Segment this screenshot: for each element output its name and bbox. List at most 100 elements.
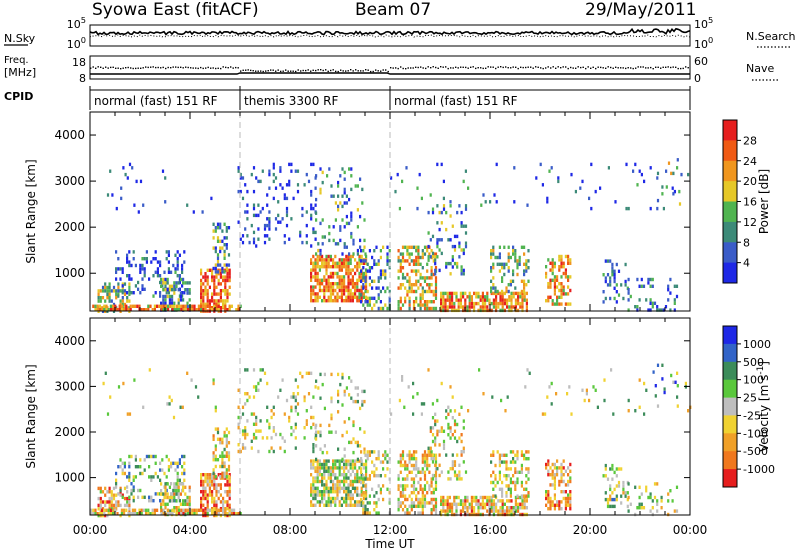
freq-point	[165, 67, 167, 70]
echo-cell	[213, 289, 216, 293]
freq-point	[632, 67, 634, 70]
echo-cell	[460, 433, 463, 437]
echo-cell	[458, 463, 461, 467]
echo-cell	[147, 508, 150, 512]
echo-cell	[319, 248, 322, 253]
echo-cell	[567, 483, 570, 487]
echo-cell	[341, 194, 344, 198]
echo-cell	[310, 292, 313, 296]
echo-cell	[428, 487, 431, 491]
echo-cell	[512, 506, 515, 510]
echo-cell	[491, 395, 494, 399]
echo-cell	[112, 512, 115, 516]
echo-cell	[446, 298, 449, 302]
echo-cell	[112, 496, 116, 501]
echo-cell	[219, 299, 222, 303]
echo-cell	[310, 371, 313, 375]
echo-cell	[399, 262, 402, 266]
echo-cell	[241, 240, 245, 245]
echo-cell	[606, 477, 610, 481]
echo-cell	[325, 271, 328, 276]
echo-cell	[223, 434, 226, 438]
echo-cell	[503, 272, 506, 277]
echo-cell	[186, 308, 189, 312]
echo-cell	[217, 483, 220, 487]
colorbar-segment	[723, 221, 737, 243]
echo-cell	[206, 476, 209, 480]
echo-cell	[514, 470, 517, 474]
echo-cell	[569, 479, 572, 484]
echo-cell	[153, 512, 156, 516]
echo-cell	[165, 257, 168, 261]
freq-point	[665, 66, 667, 68]
echo-cell	[569, 496, 572, 501]
echo-cell	[221, 437, 224, 441]
echo-cell	[338, 500, 341, 504]
freq-point	[480, 67, 482, 69]
echo-cell	[131, 508, 134, 512]
echo-cell	[470, 506, 473, 510]
echo-cell	[556, 466, 559, 470]
echo-cell	[430, 484, 433, 488]
echo-cell	[488, 298, 491, 302]
freq-point	[410, 67, 412, 69]
freq-point	[470, 66, 472, 68]
echo-cell	[332, 466, 335, 470]
echo-cell	[558, 258, 561, 262]
echo-cell	[316, 493, 319, 497]
echo-cell	[451, 502, 454, 506]
echo-cell	[503, 301, 506, 306]
echo-cell	[224, 302, 227, 306]
echo-cell	[412, 259, 416, 263]
echo-cell	[444, 499, 447, 503]
echo-cell	[451, 460, 454, 464]
echo-cell	[182, 512, 185, 516]
colorbar-tick-label: 24	[743, 155, 757, 168]
echo-cell	[421, 501, 424, 505]
echo-cell	[354, 440, 357, 445]
echo-cell	[206, 483, 209, 487]
echo-cell	[410, 259, 413, 263]
echo-cell	[193, 308, 196, 312]
echo-cell	[486, 305, 489, 309]
echo-cell	[611, 266, 614, 270]
echo-cell	[345, 194, 348, 198]
echo-cell	[332, 225, 335, 229]
echo-cell	[334, 473, 337, 477]
echo-cell	[549, 261, 552, 265]
echo-cell	[446, 308, 449, 313]
echo-cell	[418, 172, 421, 177]
echo-cell	[514, 453, 517, 457]
echo-cell	[553, 278, 556, 282]
echo-cell	[110, 490, 113, 494]
echo-cell	[509, 491, 512, 495]
echo-cell	[613, 504, 616, 509]
echo-cell	[647, 308, 650, 312]
echo-cell	[164, 298, 167, 302]
echo-cell	[316, 479, 319, 484]
echo-cell	[312, 292, 315, 296]
echo-cell	[139, 270, 142, 274]
freq-point	[377, 70, 379, 72]
echo-cell	[404, 504, 407, 508]
echo-cell	[352, 252, 355, 256]
echo-cell	[139, 291, 142, 295]
echo-cell	[428, 484, 431, 488]
echo-cell	[154, 492, 157, 496]
echo-cell	[341, 204, 344, 209]
echo-cell	[237, 189, 240, 194]
echo-cell	[132, 485, 135, 489]
echo-cell	[404, 477, 407, 481]
echo-cell	[651, 506, 654, 510]
echo-cell	[358, 493, 361, 497]
echo-cell	[328, 238, 331, 243]
echo-cell	[206, 493, 209, 497]
echo-cell	[455, 495, 458, 500]
echo-cell	[397, 501, 400, 505]
echo-cell	[225, 471, 228, 475]
echo-cell	[676, 158, 679, 162]
echo-cell	[334, 459, 337, 463]
echo-cell	[495, 509, 498, 513]
echo-cell	[314, 496, 317, 501]
echo-cell	[347, 476, 350, 480]
